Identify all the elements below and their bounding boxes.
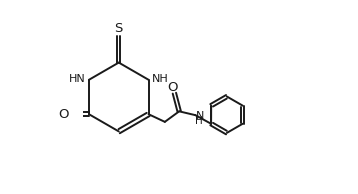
Text: S: S [115,22,123,35]
Text: H: H [195,116,203,126]
Text: O: O [58,108,68,121]
Text: HN: HN [69,74,86,84]
Text: O: O [168,81,178,94]
Text: NH: NH [151,74,168,84]
Text: N: N [196,111,204,120]
